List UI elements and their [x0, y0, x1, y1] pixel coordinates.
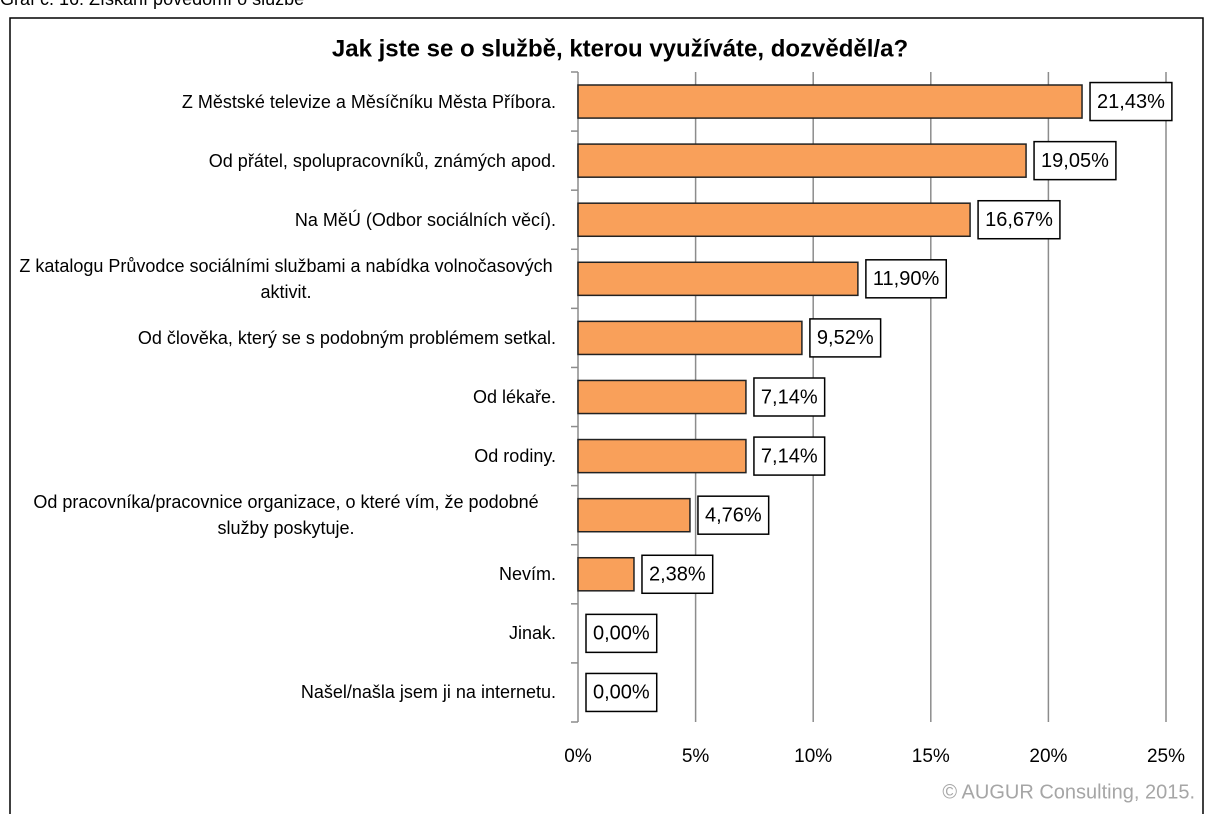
y-tick-label: Od lékaře.	[472, 387, 556, 407]
bar	[577, 320, 803, 356]
x-tick-label: 5%	[682, 746, 710, 767]
x-tick-label: 10%	[794, 746, 832, 767]
value-label: 0,00%	[593, 623, 650, 645]
x-tick-label: 0%	[564, 746, 592, 767]
category-label-row: Od rodiny.	[16, 427, 556, 485]
x-tick-label: 20%	[1029, 746, 1067, 767]
value-label-box	[641, 554, 714, 595]
category-label-row: Nevím.	[16, 545, 556, 603]
category-label-row: Z katalogu Průvodce sociálními službami …	[16, 250, 556, 308]
bar	[577, 261, 859, 297]
value-label-box	[865, 259, 947, 299]
category-label-row: Od lékaře.	[16, 368, 556, 426]
category-label-row: Jinak.	[16, 604, 556, 662]
y-tick-label: Na MěÚ (Odbor sociálních věcí).	[294, 209, 556, 230]
value-label-box	[977, 199, 1061, 240]
value-label: 21,43%	[1097, 91, 1165, 113]
value-label-box	[1089, 81, 1173, 122]
value-label-box	[809, 318, 882, 358]
value-label: 0,00%	[593, 682, 650, 704]
value-label: 7,14%	[761, 445, 818, 467]
bar	[577, 202, 971, 238]
category-label-row: Od pracovníka/pracovnice organizace, o k…	[16, 486, 556, 544]
value-label-box	[585, 613, 658, 654]
y-tick-label: Od člověka, který se s podobným probléme…	[137, 327, 556, 348]
y-tick-label: Jinak.	[508, 623, 556, 644]
bar	[577, 84, 1083, 119]
value-label-box	[585, 672, 658, 713]
category-label-row: Na MěÚ (Odbor sociálních věcí).	[16, 191, 556, 249]
value-label: 16,67%	[985, 209, 1053, 231]
y-tick-label: Od rodiny.	[474, 446, 556, 467]
y-tick-label: Našel/našla jsem ji na internetu.	[300, 682, 556, 703]
category-label-row: Od přátel, spolupracovníků, známých apod…	[16, 132, 556, 190]
category-label-row: Z Městské televize a Měsíčníku Města Pří…	[16, 73, 556, 131]
value-label-box	[753, 377, 826, 417]
bar	[577, 379, 747, 415]
value-label: 4,76%	[705, 504, 762, 526]
value-label-box	[753, 436, 826, 476]
value-label: 19,05%	[1041, 150, 1109, 172]
value-label: 2,38%	[649, 564, 706, 586]
value-label: 11,90%	[873, 268, 940, 290]
caption: Graf č. 16: Získání povědomí o službě	[0, 0, 304, 10]
y-tick-label: Nevím.	[498, 564, 556, 585]
bar	[577, 556, 635, 592]
bar	[577, 143, 1027, 178]
y-tick-label: Z Městské televize a Měsíčníku Města Pří…	[181, 91, 556, 112]
bar	[577, 497, 691, 533]
category-label-row: Od člověka, který se s podobným probléme…	[16, 309, 556, 367]
x-tick-label: 25%	[1147, 746, 1185, 767]
value-label: 9,52%	[817, 327, 874, 349]
value-label-box	[1033, 140, 1117, 181]
copyright: © AUGUR Consulting, 2015.	[942, 781, 1195, 803]
y-tick-label: Od přátel, spolupracovníků, známých apod…	[208, 150, 556, 171]
value-label: 7,14%	[761, 386, 818, 408]
bar	[577, 438, 747, 474]
chart-title: Jak jste se o službě, kterou využíváte, …	[332, 35, 908, 62]
category-label-row: Našel/našla jsem ji na internetu.	[16, 663, 556, 721]
x-tick-label: 15%	[912, 746, 950, 767]
y-tick-label: Z katalogu Průvodce sociálními službami …	[19, 255, 553, 302]
y-tick-label: Od pracovníka/pracovnice organizace, o k…	[33, 492, 539, 539]
value-label-box	[697, 495, 770, 535]
